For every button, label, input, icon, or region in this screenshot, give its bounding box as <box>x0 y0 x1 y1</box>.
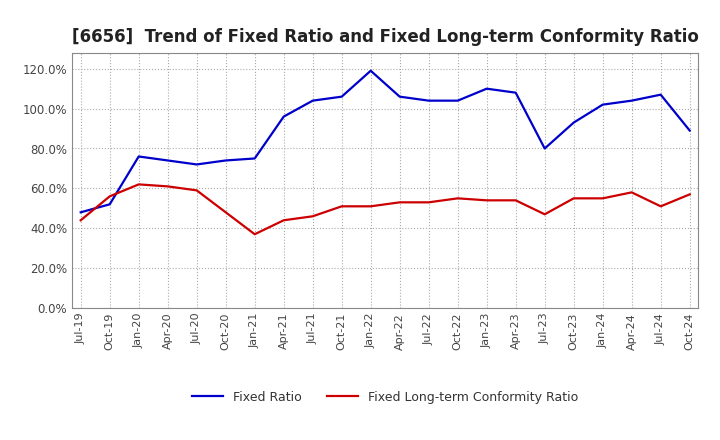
Fixed Long-term Conformity Ratio <box>627 190 636 195</box>
Fixed Long-term Conformity Ratio <box>424 200 433 205</box>
Fixed Long-term Conformity Ratio <box>570 196 578 201</box>
Fixed Long-term Conformity Ratio <box>105 194 114 199</box>
Fixed Ratio <box>541 146 549 151</box>
Fixed Ratio <box>163 158 172 163</box>
Fixed Ratio <box>511 90 520 95</box>
Fixed Ratio <box>192 162 201 167</box>
Fixed Long-term Conformity Ratio <box>541 212 549 217</box>
Fixed Long-term Conformity Ratio <box>657 204 665 209</box>
Fixed Long-term Conformity Ratio <box>598 196 607 201</box>
Fixed Ratio <box>627 98 636 103</box>
Fixed Long-term Conformity Ratio <box>454 196 462 201</box>
Fixed Ratio <box>251 156 259 161</box>
Fixed Ratio <box>424 98 433 103</box>
Fixed Ratio <box>105 202 114 207</box>
Fixed Long-term Conformity Ratio <box>135 182 143 187</box>
Fixed Ratio <box>570 120 578 125</box>
Fixed Long-term Conformity Ratio <box>366 204 375 209</box>
Fixed Long-term Conformity Ratio <box>221 210 230 215</box>
Fixed Long-term Conformity Ratio <box>511 198 520 203</box>
Fixed Ratio <box>482 86 491 92</box>
Fixed Ratio <box>221 158 230 163</box>
Fixed Long-term Conformity Ratio <box>76 218 85 223</box>
Fixed Ratio <box>279 114 288 119</box>
Fixed Long-term Conformity Ratio <box>251 231 259 237</box>
Fixed Long-term Conformity Ratio <box>308 214 317 219</box>
Fixed Ratio <box>338 94 346 99</box>
Line: Fixed Ratio: Fixed Ratio <box>81 71 690 213</box>
Line: Fixed Long-term Conformity Ratio: Fixed Long-term Conformity Ratio <box>81 184 690 234</box>
Fixed Ratio <box>598 102 607 107</box>
Fixed Ratio <box>308 98 317 103</box>
Fixed Long-term Conformity Ratio <box>163 184 172 189</box>
Fixed Ratio <box>454 98 462 103</box>
Fixed Ratio <box>76 210 85 215</box>
Legend: Fixed Ratio, Fixed Long-term Conformity Ratio: Fixed Ratio, Fixed Long-term Conformity … <box>187 386 583 409</box>
Fixed Long-term Conformity Ratio <box>192 188 201 193</box>
Fixed Long-term Conformity Ratio <box>395 200 404 205</box>
Fixed Ratio <box>395 94 404 99</box>
Fixed Ratio <box>135 154 143 159</box>
Fixed Long-term Conformity Ratio <box>482 198 491 203</box>
Fixed Ratio <box>685 128 694 133</box>
Fixed Ratio <box>657 92 665 97</box>
Title: [6656]  Trend of Fixed Ratio and Fixed Long-term Conformity Ratio: [6656] Trend of Fixed Ratio and Fixed Lo… <box>72 28 698 46</box>
Fixed Ratio <box>366 68 375 73</box>
Fixed Long-term Conformity Ratio <box>279 218 288 223</box>
Fixed Long-term Conformity Ratio <box>685 192 694 197</box>
Fixed Long-term Conformity Ratio <box>338 204 346 209</box>
